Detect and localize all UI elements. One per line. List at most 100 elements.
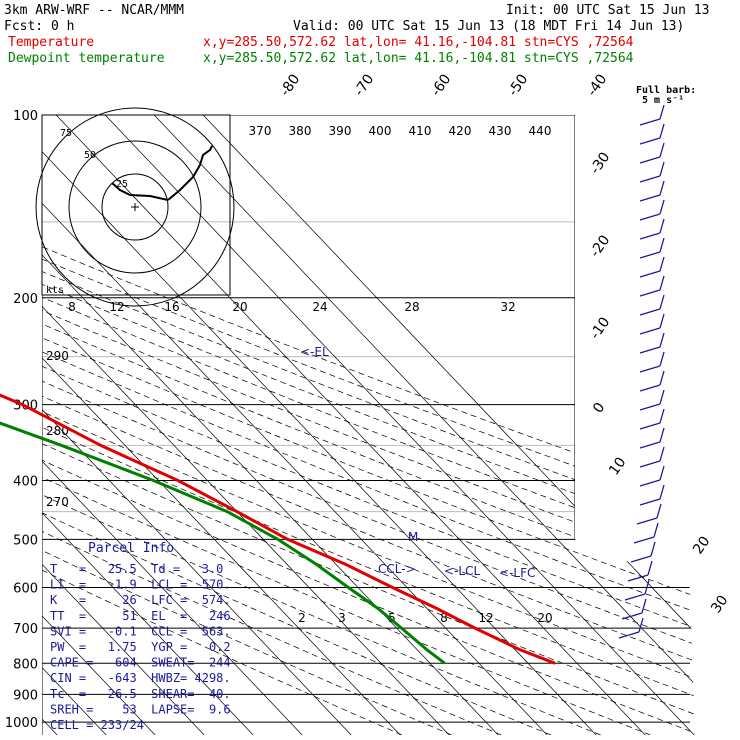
- wind-barb: [639, 270, 661, 278]
- parcel-info-row: CAPE = 604 SWEAT= 244: [50, 656, 231, 670]
- wind-barb-flag: [659, 180, 665, 196]
- model-title: 3km ARW-WRF -- NCAR/MMM: [4, 3, 184, 18]
- full-barb-units: 5 m s⁻¹: [642, 95, 684, 106]
- parcel-info-row: TT = 51 EL = 246: [50, 609, 231, 623]
- wind-barb-flag: [659, 484, 665, 500]
- m-marker: M: [408, 530, 418, 544]
- dewpoint-line: [0, 421, 446, 665]
- parcel-info-row: K = 26 LFC = 574.: [50, 593, 231, 607]
- theta-left-label: 290: [46, 349, 69, 363]
- mixing-ratio-label: 24: [312, 300, 327, 314]
- isotherm-line: [202, 115, 695, 735]
- wind-barb: [639, 175, 661, 183]
- theta-label: 440: [529, 124, 552, 138]
- wind-barb-flag: [659, 408, 665, 424]
- parcel-info-row: Tc = 26.5 SHEAR= 40.: [50, 687, 231, 701]
- wind-barb: [639, 365, 661, 373]
- isotherm-line: [55, 115, 646, 735]
- pressure-tick-label: 100: [13, 109, 38, 124]
- init-time: Init: 00 UTC Sat 15 Jun 13: [506, 3, 710, 18]
- dry-adiabat-line: [42, 115, 552, 735]
- wind-barb-flag: [659, 218, 665, 234]
- wind-barb-flag: [659, 332, 665, 348]
- wind-barb-flag: [659, 161, 665, 177]
- parcel-info-row: CELL = 233/24: [50, 718, 144, 732]
- theta-label: 400: [369, 124, 392, 138]
- legend-temperature-info: x,y=285.50,572.62 lat,lon= 41.16,-104.81…: [203, 35, 634, 50]
- isotherm-line: [42, 115, 499, 735]
- mixing-ratio-label: 20: [232, 300, 247, 314]
- dry-adiabat-line: [42, 115, 695, 735]
- theta-label: 430: [489, 124, 512, 138]
- wind-barb-flag: [638, 617, 644, 633]
- dry-adiabat-line: [42, 115, 695, 735]
- parcel-info-title: Parcel Info: [88, 541, 174, 556]
- wind-barb: [639, 213, 661, 221]
- wind-barb-flag: [653, 522, 659, 538]
- wind-barb: [639, 308, 661, 316]
- dry-adiabat-line: [42, 115, 695, 735]
- full-barb-label: Full barb:: [636, 85, 696, 96]
- wind-barbs: [618, 104, 665, 639]
- ccl-marker: CCL->: [378, 562, 416, 576]
- temperature-skew-label: -50: [505, 71, 531, 99]
- parcel-info: Parcel Info T = 25.5 Td = 3.0 LI = -1.9 L…: [50, 541, 231, 732]
- wind-barb: [630, 555, 652, 563]
- el-marker: <-EL: [300, 345, 329, 359]
- wind-barb-flag: [659, 313, 665, 329]
- parcel-info-row: T = 25.5 Td = 3.0: [50, 562, 223, 576]
- wind-barb: [639, 460, 661, 468]
- wind-barb-flag: [659, 237, 665, 253]
- dry-adiabat-line: [42, 115, 502, 735]
- wind-barb: [618, 631, 640, 639]
- parcel-info-row: PW = 1.75 YGP = 0.2: [50, 640, 231, 654]
- mixing-ratio-label: 32: [500, 300, 515, 314]
- wind-barb: [639, 384, 661, 392]
- wind-barb: [633, 536, 655, 544]
- wind-barb: [639, 289, 661, 297]
- dry-adiabat-line: [42, 115, 601, 735]
- parcel-info-row: LI = -1.9 LCL = 570.: [50, 578, 231, 592]
- theta-label: 420: [449, 124, 472, 138]
- dry-adiabat-line: [42, 115, 695, 735]
- isotherm-line: [42, 115, 401, 735]
- temperature-skew-label: -70: [351, 71, 377, 99]
- wind-barb: [639, 346, 661, 354]
- parcel-info-row: SREH = 53 LAPSE= 9.6: [50, 702, 231, 716]
- temperature-skew-label: 30: [708, 593, 731, 617]
- dry-adiabat-line: [42, 115, 695, 735]
- mixing-ratio-label: 12: [478, 611, 493, 625]
- dry-adiabat-line: [42, 115, 695, 735]
- wind-barb-flag: [647, 560, 653, 576]
- temperature-skew-label: -30: [587, 149, 613, 177]
- temperature-skew-label: 10: [606, 455, 629, 479]
- dry-adiabat-line: [42, 115, 403, 735]
- wind-barb-flag: [659, 427, 665, 443]
- temperature-skew-label: -60: [428, 71, 454, 99]
- mixing-ratio-label: 2: [298, 611, 306, 625]
- isotherm-line: [42, 115, 303, 735]
- wind-barb: [639, 118, 661, 126]
- lcl-marker: <-LCL: [444, 564, 480, 578]
- temperature-skew-label: -40: [584, 71, 610, 99]
- theta-label: 390: [329, 124, 352, 138]
- isotherm-line: [42, 115, 254, 735]
- pressure-tick-label: 700: [13, 622, 38, 637]
- isotherm-line: [42, 115, 597, 735]
- theta-label: 410: [409, 124, 432, 138]
- isotherm-line: [42, 115, 205, 735]
- theta-left-label: 270: [46, 495, 69, 509]
- hodo-units: kts: [46, 285, 64, 296]
- wind-barb: [639, 441, 661, 449]
- mixing-ratio-label: 8: [68, 300, 76, 314]
- mixing-ratio-label: 12: [109, 300, 124, 314]
- pressure-tick-label: 600: [13, 581, 38, 596]
- temperature-skew-label: -10: [587, 314, 613, 342]
- pressure-tick-label: 200: [13, 292, 38, 307]
- wind-barb-flag: [659, 370, 665, 386]
- parcel-info-row: CIN = -643 HWBZ= 4298.: [50, 671, 231, 685]
- mixing-ratio-label: 3: [338, 611, 346, 625]
- temperature-line: [0, 393, 556, 665]
- isotherm-line: [42, 115, 156, 735]
- pressure-tick-label: 500: [13, 533, 38, 548]
